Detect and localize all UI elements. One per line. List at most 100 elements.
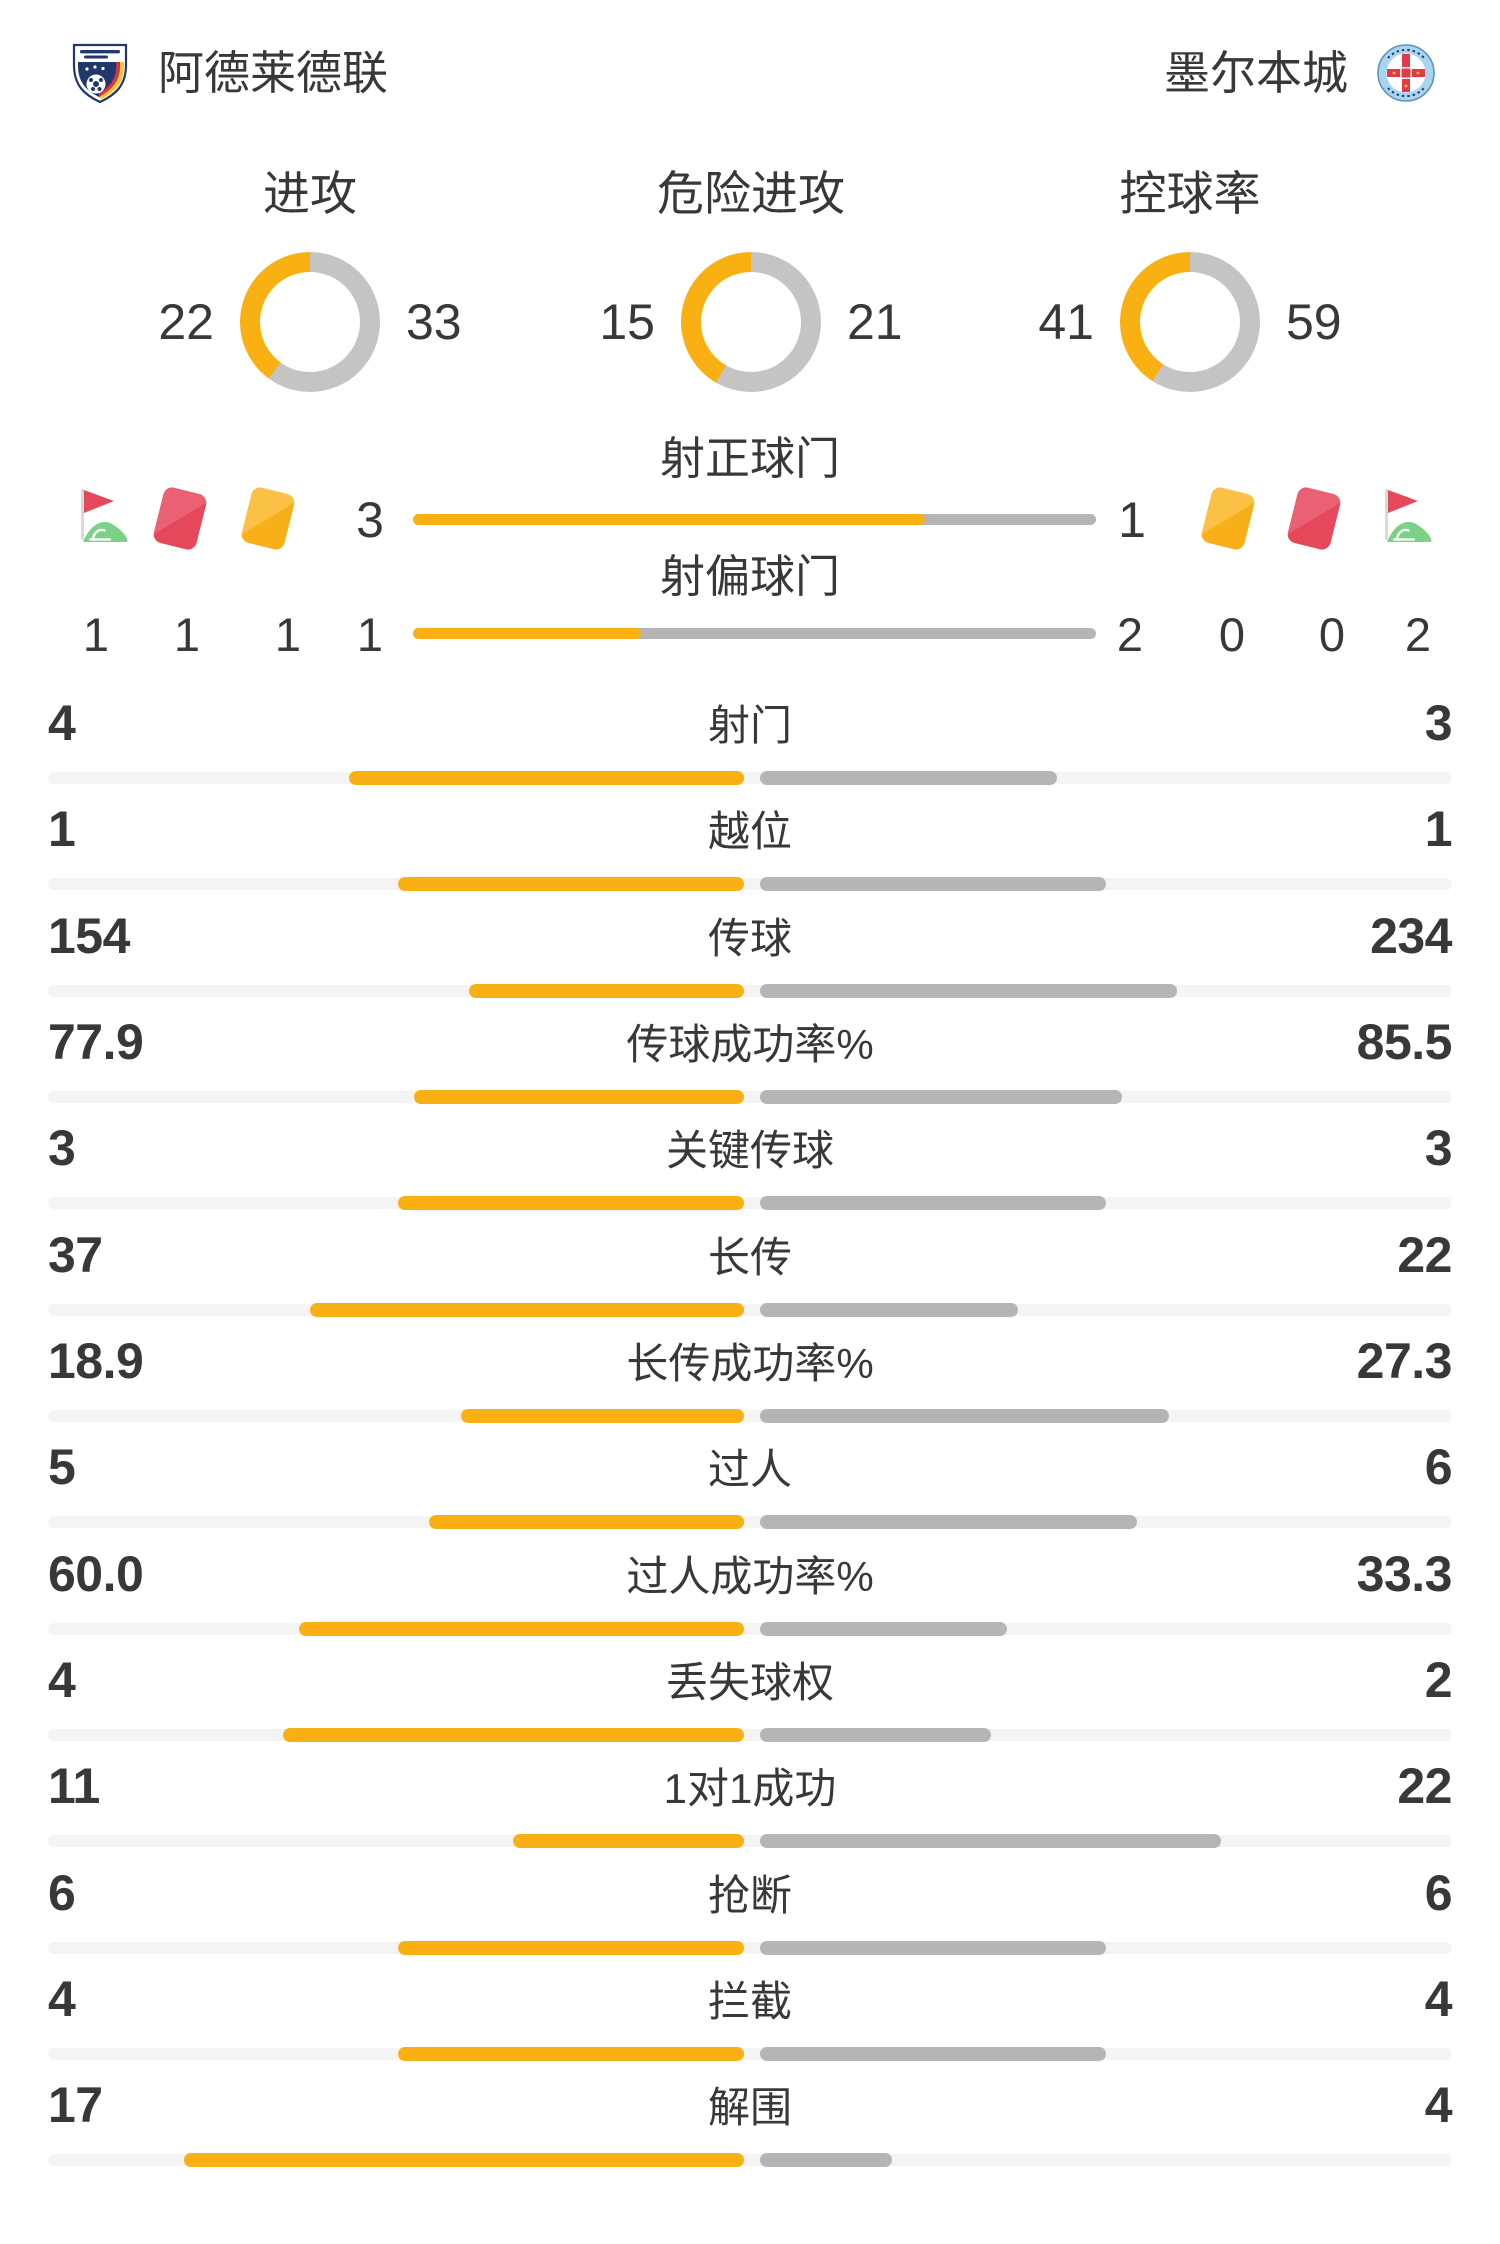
donut-home-value: 15 [599,294,655,350]
home-team-header[interactable]: 阿德莱德联 [70,42,388,104]
stat-bar-home [283,1728,744,1743]
away-red-card-count: 0 [1318,608,1346,661]
stat-bar-track [48,2047,1452,2062]
stat-away-value: 6 [1424,1864,1453,1921]
stat-row: 1 越位 1 [0,796,1500,902]
stat-row: 6 抢断 6 [0,1860,1500,1966]
donut-away-value: 59 [1286,294,1342,350]
stat-away-value: 4 [1424,2077,1453,2134]
yellow-card-icon [239,485,297,552]
stat-label: 长传 [707,1233,792,1281]
stat-label: 丢失球权 [665,1659,834,1707]
stat-row: 11 1对1成功 22 [0,1753,1500,1859]
stat-bar-away [760,1302,1018,1317]
stat-bar-home [469,983,744,998]
stat-away-value: 33.3 [1356,1545,1453,1602]
stat-bar-home [310,1302,744,1317]
stat-bar-home [184,2153,744,2168]
away-team-name: 墨尔本城 [1164,47,1348,99]
stat-bar-away [760,1196,1106,1211]
stat-bar-away [760,2153,892,2168]
stat-row: 4 拦截 4 [0,1966,1500,2072]
stat-bar-away [760,983,1177,998]
stat-bar-track [48,1196,1452,1211]
stat-row: 5 过人 6 [0,1434,1500,1540]
stat-label: 传球 [707,914,792,962]
stat-away-value: 27.3 [1356,1333,1453,1390]
stat-bar-track [48,1834,1452,1849]
stat-bar-track [48,1940,1452,1955]
shots-on-target-bar [413,514,1096,525]
stat-bar-away [760,2047,1106,2062]
stat-bar-home [398,877,744,892]
donut-chart-group: 危险进攻 15 21 [531,168,971,392]
stat-row: 3 关键传球 3 [0,1115,1500,1221]
stat-away-value: 6 [1424,1439,1453,1496]
stat-bar-away [760,1728,991,1743]
stat-home-value: 4 [48,1652,76,1709]
shots-on-target-away-value: 1 [1118,492,1146,548]
stat-bar-home [429,1515,744,1530]
stat-label: 关键传球 [665,1127,834,1175]
donut-chart-group: 控球率 41 59 [970,168,1410,392]
stat-bar-track [48,2153,1452,2168]
adelaide-united-logo-icon [72,43,128,104]
stat-label: 1对1成功 [663,1765,837,1813]
stat-away-value: 3 [1424,695,1453,751]
stat-home-value: 4 [48,695,76,751]
stat-bar-home [398,2047,744,2062]
stat-home-value: 4 [48,1971,76,2028]
stat-home-value: 6 [48,1864,76,1921]
donut-chart-label: 危险进攻 [657,167,845,220]
donut-chart-group: 进攻 22 33 [90,168,530,392]
stat-bar-home [398,1940,744,1955]
stat-bar-track [48,1728,1452,1743]
stat-bar-away [760,1090,1122,1105]
stat-home-value: 60.0 [48,1545,144,1602]
stat-label: 过人成功率% [626,1552,874,1600]
shots-off-target-bar [413,628,1096,639]
red-card-icon [1285,485,1343,552]
stat-row: 77.9 传球成功率% 85.5 [0,1009,1500,1115]
shots-off-target-home-value: 1 [356,608,384,661]
home-red-card-count: 1 [173,608,201,661]
stat-label: 越位 [707,808,792,856]
stat-away-value: 1 [1424,801,1453,858]
stat-home-value: 18.9 [48,1333,144,1390]
shots-off-target-away-value: 2 [1116,608,1144,661]
donut-ring-chart [681,252,821,392]
stat-label: 传球成功率% [626,1021,874,1069]
corner-flag-icon [81,489,128,542]
stat-away-value: 22 [1397,1758,1452,1815]
stat-bar-home [299,1621,744,1636]
stat-row: 154 传球 234 [0,903,1500,1009]
stat-home-value: 5 [48,1439,76,1496]
donut-ring-chart [1120,252,1260,392]
stat-row: 17 解围 4 [0,2072,1500,2178]
stat-away-value: 22 [1397,1226,1452,1283]
stat-bar-home [461,1409,744,1424]
stat-bar-home [513,1834,744,1849]
stat-home-value: 11 [48,1758,100,1815]
stat-bar-track [48,983,1452,998]
stat-home-value: 154 [48,907,130,964]
donut-ring-chart [240,252,380,392]
shots-on-target-label: 射正球门 [659,433,840,484]
stats-list: 4 射门 3 1 越位 1 154 传球 234 77.9 [0,690,1500,2179]
corner-flag-icon [1385,489,1432,542]
donut-home-value: 41 [1038,294,1094,350]
stat-row: 4 射门 3 [0,690,1500,796]
stat-row: 60.0 过人成功率% 33.3 [0,1541,1500,1647]
stat-bar-home [349,771,744,785]
donut-away-value: 33 [406,294,462,350]
away-team-header[interactable]: 墨尔本城 [1164,42,1436,104]
stat-away-value: 3 [1424,1120,1453,1177]
shots-off-target-label: 射偏球门 [659,551,840,602]
stat-label: 射门 [707,702,792,749]
stat-bar-away [760,1834,1221,1849]
home-corner-count: 1 [82,608,110,661]
melbourne-city-logo-icon [1377,44,1435,102]
stat-label: 抢断 [707,1871,792,1919]
yellow-card-icon [1199,485,1257,552]
